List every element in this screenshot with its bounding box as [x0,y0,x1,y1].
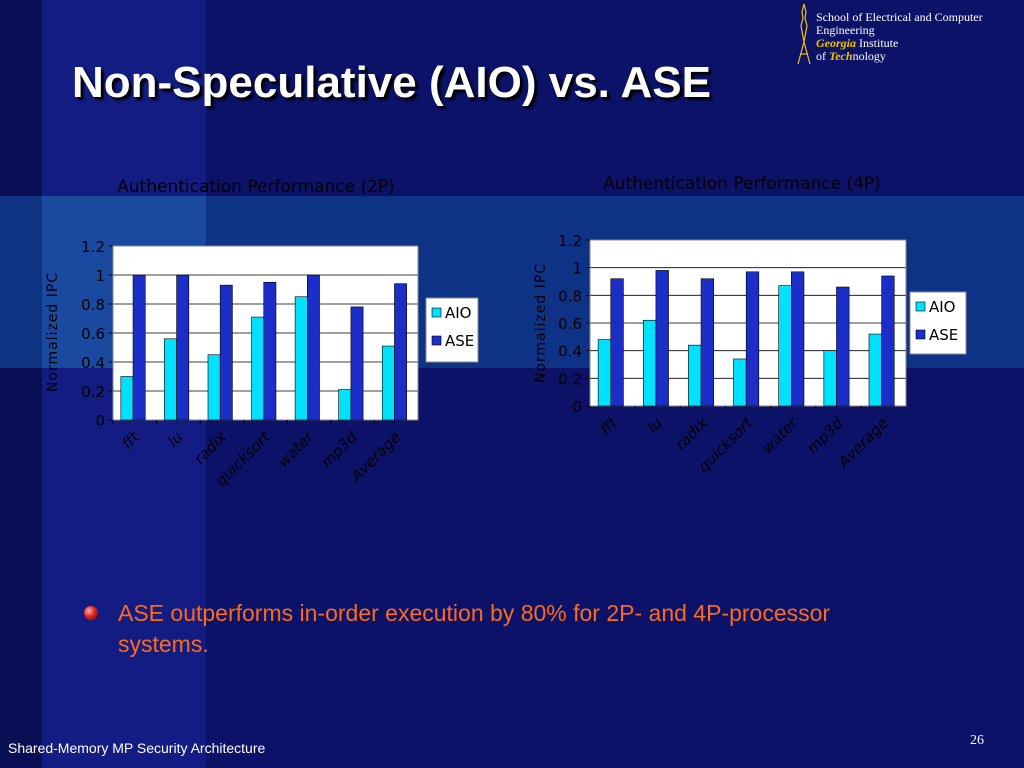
bar-ase-fft [132,274,146,421]
y-tick-label: 0.6 [81,325,105,343]
y-tick-label: 1 [572,260,582,278]
legend-label-aio: AIO [929,298,956,316]
x-tick-label: lu [644,414,666,436]
x-tick-label: radix [190,428,230,468]
y-tick-label: 0.8 [558,287,582,305]
y-tick-label: 0.4 [558,343,582,361]
logo-text: School of Electrical and Computer Engine… [816,11,983,63]
bar-aio-quicksort [251,316,265,421]
chart-title: Authentication Performance (4P) [603,174,881,194]
x-tick-label: mp3d [803,414,847,458]
bar-ase-quicksort [745,271,760,407]
logo-tech: Tech [829,49,853,63]
legend-swatch-ase [431,335,442,346]
y-tick-label: 0 [572,398,582,416]
bar-ase-mp3d [350,306,364,421]
bar-aio-mp3d [823,350,837,407]
x-tick-label: water [758,414,802,458]
bullet-text: ASE outperforms in-order execution by 80… [118,600,831,657]
logo-georgia: Georgia [816,36,856,50]
x-tick-label: fft [118,427,143,452]
y-axis-label: Normalized IPC [533,263,549,383]
bar-aio-lu [642,319,657,407]
x-tick-label: water [274,428,318,472]
y-tick-label: 1.2 [81,238,105,256]
bullet-icon [84,606,98,620]
logo-line-school: School of Electrical and Computer [816,10,983,24]
bar-aio-average [381,345,395,421]
legend-swatch-aio [431,307,442,318]
chart-2: Authentication Performance (4P) 0 0.2 0.4 0.… [533,174,967,476]
bar-aio-water [778,285,792,407]
bar-aio-fft [597,339,612,407]
bar-ase-fft [610,278,624,407]
page-number: 26 [970,733,984,748]
x-tick-label: fft [596,413,621,438]
bar-aio-average [868,333,882,407]
bar-aio-fft [120,376,134,421]
y-tick-label: 0.2 [81,383,105,401]
x-tick-label: radix [672,414,712,454]
bar-aio-radix [688,344,702,407]
x-tick-label: lu [164,428,186,450]
legend-swatch-ase [915,329,926,340]
chart-title: Authentication Performance (2P) [117,177,395,197]
legend-label-ase: ASE [445,332,474,350]
y-tick-label: 1 [95,267,105,285]
bar-ase-average [881,275,895,407]
bar-aio-water [294,296,308,421]
bar-ase-radix [700,278,714,407]
slide-title: Non-Speculative (AIO) vs. ASE [72,58,711,107]
footer-text: Shared-Memory MP Security Architecture [8,740,266,756]
bar-aio-mp3d [338,389,352,421]
bar-ase-radix [219,284,233,421]
y-tick-label: 0.6 [558,315,582,333]
logo-line-tech: of Technology [816,50,983,63]
bar-ase-mp3d [836,286,850,407]
bar-ase-water [307,274,320,421]
legend-label-aio: AIO [445,304,472,322]
bar-ase-quicksort [263,281,277,421]
georgia-tech-logo: School of Electrical and Computer Engine… [790,2,1024,68]
y-axis-label: Normalized IPC [45,272,61,392]
bar-aio-radix [207,354,221,421]
x-tick-label: Average [834,414,892,472]
bar-aio-quicksort [733,358,747,407]
background-left-strip [0,0,42,768]
bar-ase-water [791,271,805,407]
bar-ase-lu [655,270,669,407]
torch-icon [797,3,811,65]
logo-line-georgia: Georgia Institute [816,37,983,50]
bar-ase-average [394,283,407,421]
bar-aio-lu [164,338,177,421]
logo-of: of [816,49,829,63]
logo-institute: Institute [856,36,899,50]
y-tick-label: 0.4 [81,354,105,372]
logo-nology: nology [852,49,886,63]
y-tick-label: 0.2 [558,370,582,388]
y-tick-label: 0.8 [81,296,105,314]
bar-ase-lu [176,274,190,421]
y-tick-label: 1.2 [558,232,582,250]
legend-swatch-aio [915,301,926,312]
logo-line-engineering: Engineering [816,23,875,37]
chart-1: Authentication Performance (2P) 0 0.2 0.4 0.… [45,177,479,490]
legend-label-ase: ASE [929,326,958,344]
y-tick-label: 0 [95,412,105,430]
